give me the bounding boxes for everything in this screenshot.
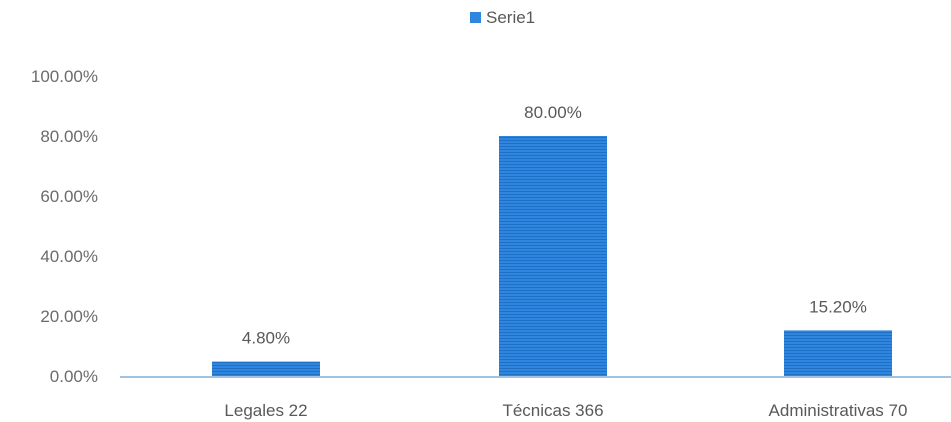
- x-category-label: Administrativas 70: [769, 401, 908, 420]
- bars: 4.80% 80.00% 15.20%: [212, 103, 892, 376]
- legend-swatch: [470, 12, 481, 23]
- bar: [212, 361, 320, 376]
- y-tick-label: 80.00%: [40, 127, 98, 146]
- y-tick-label: 40.00%: [40, 247, 98, 266]
- data-label: 80.00%: [524, 103, 582, 122]
- x-category-label: Técnicas 366: [502, 401, 603, 420]
- bar: [784, 330, 892, 376]
- y-tick-label: 0.00%: [50, 367, 98, 386]
- y-axis: 0.00% 20.00% 40.00% 60.00% 80.00% 100.00%: [31, 67, 98, 386]
- data-label: 15.20%: [809, 297, 867, 316]
- data-label: 4.80%: [242, 329, 290, 348]
- bar: [499, 136, 607, 376]
- legend: Serie1: [470, 8, 535, 27]
- y-tick-label: 60.00%: [40, 187, 98, 206]
- x-axis: Legales 22 Técnicas 366 Administrativas 70: [120, 376, 951, 420]
- x-category-label: Legales 22: [224, 401, 307, 420]
- legend-label: Serie1: [486, 8, 535, 27]
- y-tick-label: 20.00%: [40, 307, 98, 326]
- y-tick-label: 100.00%: [31, 67, 98, 86]
